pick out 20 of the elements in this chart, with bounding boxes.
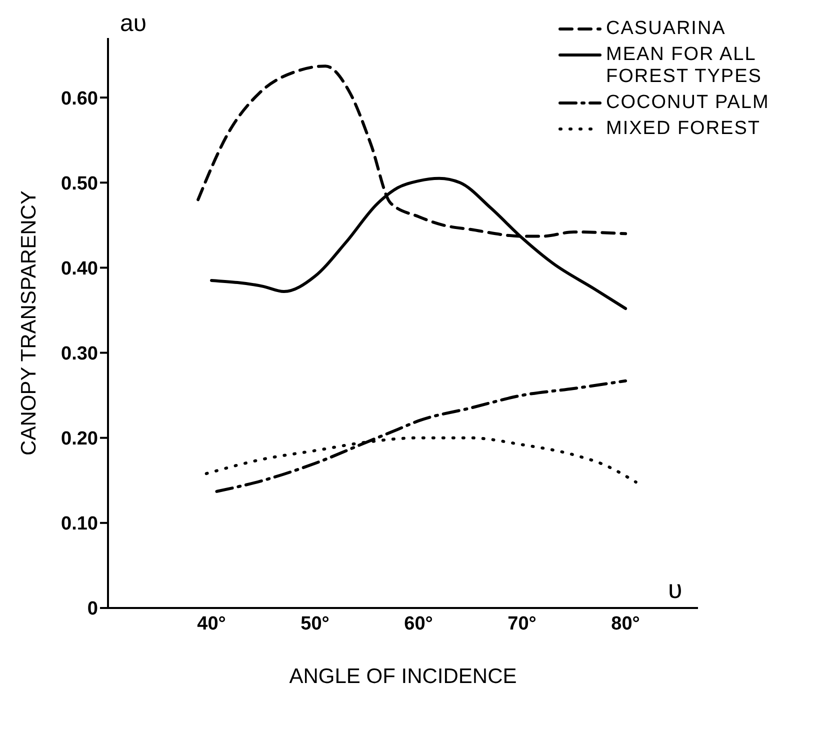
y-tick-label: 0.10 (61, 514, 98, 535)
y-tick-label: 0 (87, 598, 98, 620)
y-tick-label: 0.30 (61, 344, 98, 365)
x-tick-label: 60° (404, 613, 433, 634)
x-axis-title: ANGLE OF INCIDENCE (289, 665, 517, 688)
annotation: υ (668, 574, 682, 605)
y-axis-title: CANOPY TRANSPARENCY (17, 190, 40, 456)
y-tick-label: 0.20 (61, 428, 98, 450)
legend-label: CASUARINA (606, 18, 727, 40)
x-tick-label: 70° (508, 613, 536, 634)
x-tick-label: 50° (300, 613, 330, 634)
legend-label: MEAN FOR ALL FOREST TYPES (606, 44, 763, 88)
x-tick-label: 40° (197, 613, 226, 634)
text: aυ (120, 10, 146, 38)
y-tick-label: 0.60 (61, 88, 98, 110)
legend-label: COCONUT PALM (606, 92, 770, 114)
x-tick-label: 80° (611, 613, 640, 634)
y-tick-label: 0.50 (61, 173, 98, 194)
legend-label: MIXED FOREST (606, 118, 762, 140)
y-tick-label: 0.40 (61, 258, 98, 280)
